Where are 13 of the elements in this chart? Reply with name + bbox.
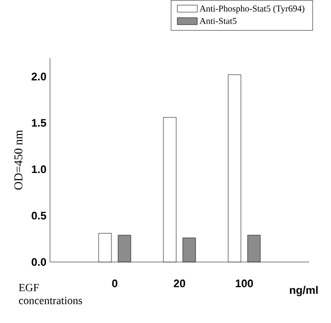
y-tick-label: 2.0 xyxy=(32,72,46,80)
x-tick-label: 100 xyxy=(236,280,253,288)
y-tick-label: 0.0 xyxy=(32,258,46,266)
text: ng/ml xyxy=(290,286,318,296)
y-axis-title: OD=450 nm xyxy=(14,130,22,190)
legend-label: Anti-Phospho-Stat5 (Tyr694) xyxy=(200,5,304,14)
x-tick-label: 20 xyxy=(174,280,186,288)
y-tick-label: 1.0 xyxy=(32,165,46,174)
x-tick-label: 0 xyxy=(112,280,118,288)
legend-label: Anti-Stat5 xyxy=(200,18,236,24)
text: EGF concentrations xyxy=(18,284,82,304)
y-tick-label: 1.5 xyxy=(32,119,46,127)
y-tick-label: 0.5 xyxy=(32,212,46,220)
